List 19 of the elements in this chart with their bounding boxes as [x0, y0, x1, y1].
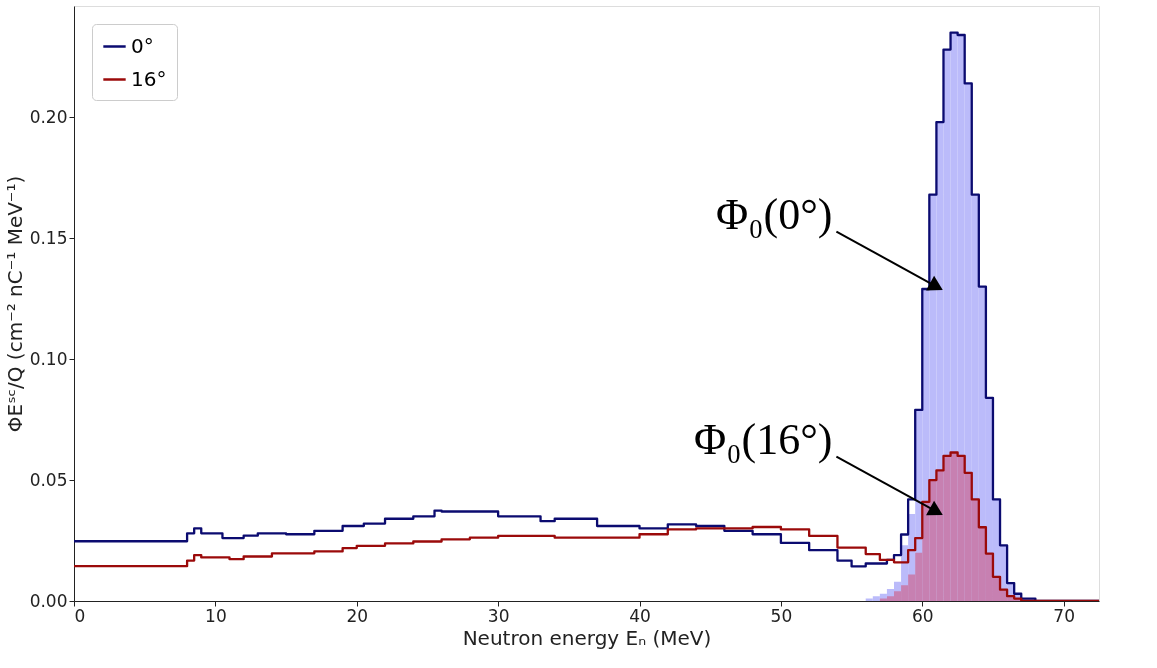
x-tick-label: 50: [770, 605, 793, 626]
y-tick-label: 0.10: [29, 348, 68, 369]
x-tick-label: 30: [487, 605, 510, 626]
x-tick-label: 20: [346, 605, 369, 626]
y-tick-label: 0.20: [29, 106, 68, 127]
y-tick-label: 0.15: [29, 227, 68, 248]
y-axis-title: ΦEˢᶜ/Q (cm⁻² nC⁻¹ MeV⁻¹): [2, 175, 27, 433]
legend-label: 0°: [131, 33, 154, 58]
y-tick-label: 0.00: [29, 590, 68, 611]
x-tick-label: 40: [629, 605, 651, 626]
annotation: Φ₀(0°): [716, 189, 833, 239]
x-tick-label: 70: [1053, 605, 1075, 626]
legend-label: 16°: [131, 66, 167, 91]
annotation: Φ₀(16°): [694, 414, 833, 464]
y-tick-label: 0.05: [29, 469, 68, 490]
x-tick-label: 60: [911, 605, 934, 626]
x-tick-label: 0: [74, 605, 86, 626]
x-tick-label: 10: [205, 605, 227, 626]
x-axis-title: Neutron energy Eₙ (MeV): [462, 625, 712, 650]
